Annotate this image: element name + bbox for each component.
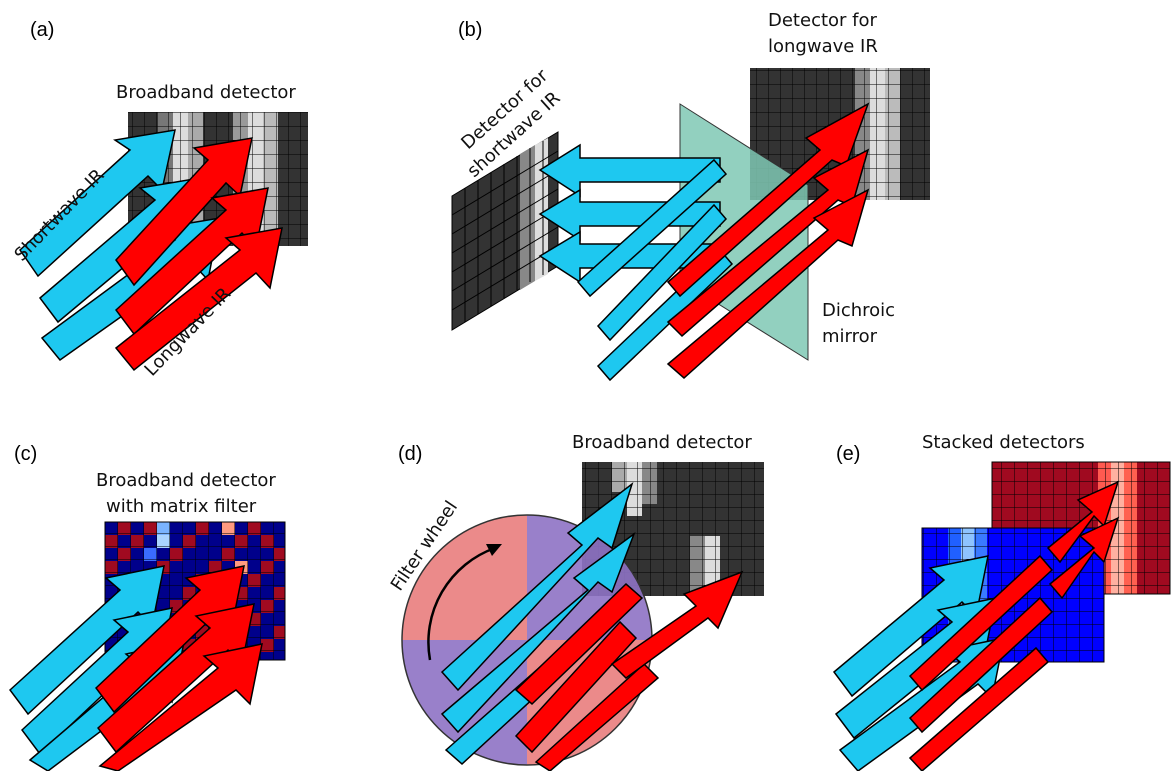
longwave-arrows-b [666,102,870,380]
panel-c-title-2: with matrix filter [106,496,257,517]
panel-label-a: (a) [30,19,54,41]
panel-a-title: Broadband detector [116,82,296,103]
panel-label-e: (e) [836,443,860,465]
longwave-arrows-c [94,565,263,771]
longwave-arrows-e [908,480,1120,771]
panel-label-c: (c) [14,443,37,465]
longwave-detector-title-2: longwave IR [768,36,878,57]
longwave-bars-d [514,570,744,771]
panel-label-b: (b) [458,19,482,41]
panel-e: (e) Stacked detectors [832,432,1171,771]
panel-d-title: Broadband detector [572,432,752,453]
panel-a: (a) Broadband detector Shortwave IR Long… [10,19,308,380]
panel-c: (c) Broadband detector with matrix filte… [8,443,286,771]
panel-b: (b) Detector for longwave IR Detector fo… [451,10,930,382]
panel-e-title: Stacked detectors [922,432,1085,453]
broadband-detector-d [582,462,764,596]
longwave-detector-title-1: Detector for [768,10,878,31]
panel-c-title-1: Broadband detector [96,470,276,491]
shortwave-arrows-a [19,129,221,362]
longwave-arrows-a [114,137,283,372]
panel-d: (d) Broadband detector Filter wheel [387,432,764,771]
panel-label-d: (d) [398,443,422,465]
incoming-shortwave-arrows-b [576,158,734,382]
dichroic-label: Dichroic [822,300,895,321]
mirror-label: mirror [822,326,878,347]
